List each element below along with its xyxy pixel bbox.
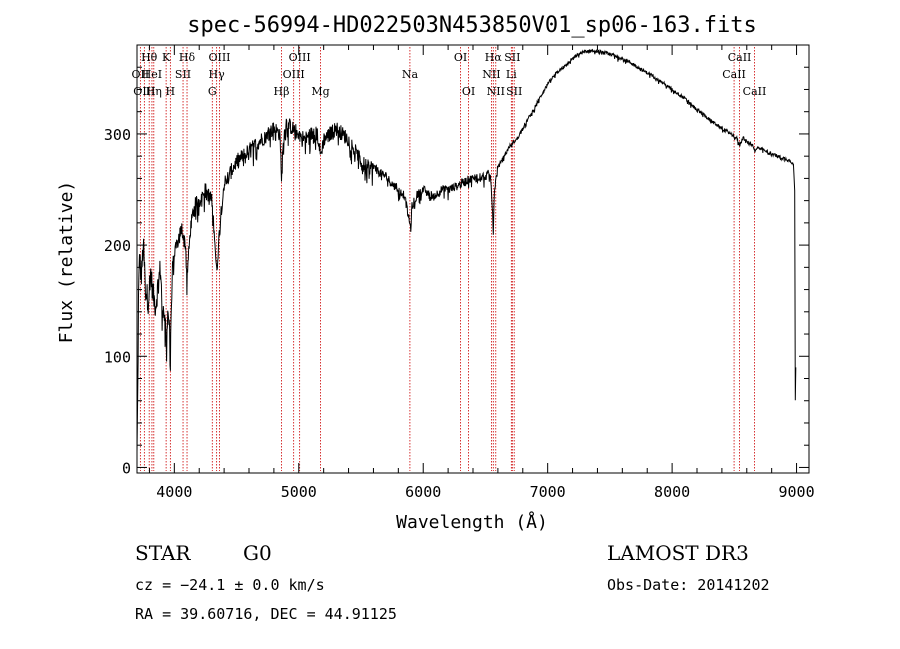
x-tick-label: 5000 — [281, 483, 317, 501]
spectral-line-label: CaII — [743, 85, 767, 98]
plot-frame — [136, 44, 810, 474]
spectral-line-label: H — [166, 85, 176, 98]
y-tick-label: 200 — [104, 237, 131, 255]
spectral-line-label: OIII — [283, 68, 305, 81]
chart-title: spec-56994-HD022503N453850V01_sp06-163.f… — [187, 13, 757, 38]
spectral-line-labels: OII Hθ OIII HeI Hη K H SII Hδ G Hγ OIII Hβ OIII OIII Mg… — [132, 51, 767, 98]
spectral-line-label: CaII — [728, 51, 752, 64]
spectral-line-label: HeI — [142, 68, 162, 81]
spectral-line-label: OII — [132, 68, 150, 81]
x-tick-label: 4000 — [156, 483, 192, 501]
spectral-line-label: CaII — [722, 68, 746, 81]
spectral-line-label: OIII — [133, 85, 155, 98]
spectral-line-markers — [139, 47, 755, 471]
x-tick-label: 8000 — [654, 483, 690, 501]
spectral-line-label: SII — [506, 85, 522, 98]
redshift-velocity: cz = −24.1 ± 0.0 km/s — [135, 576, 325, 594]
y-tick-label: 0 — [122, 459, 131, 477]
spectral-line-label: SII — [504, 51, 520, 64]
spectral-line-label: Hα — [485, 51, 503, 64]
x-tick-label: 6000 — [405, 483, 441, 501]
x-tick-label: 9000 — [778, 483, 814, 501]
spectral-line-label: NII — [482, 68, 500, 81]
spectral-line-label: Mg — [311, 85, 329, 98]
spectral-line-label: OIII — [289, 51, 311, 64]
y-axis-label: Flux (relative) — [56, 181, 77, 344]
spectral-line-label: Hβ — [274, 85, 290, 98]
spectral-line-label: K — [162, 51, 171, 64]
flux-series-line — [136, 48, 797, 453]
x-axis-label: Wavelength (Å) — [396, 511, 548, 533]
object-subclass: G0 — [243, 541, 272, 565]
x-tick-label: 7000 — [530, 483, 566, 501]
spectral-line-label: Hη — [146, 85, 162, 98]
y-tick-label: 100 — [104, 348, 131, 366]
coordinates: RA = 39.60716, DEC = 44.91125 — [135, 605, 397, 623]
spectral-line-label: Hδ — [179, 51, 196, 64]
spectral-line-label: Hθ — [141, 51, 158, 64]
survey-name: LAMOST DR3 — [607, 541, 749, 565]
spectral-line-label: Hγ — [209, 68, 226, 81]
observation-date: Obs-Date: 20141202 — [607, 576, 770, 594]
spectral-line-label: OI — [454, 51, 467, 64]
axis-ticks: 4000 5000 6000 7000 8000 9000 0 100 200 300 — [104, 45, 815, 501]
object-class: STAR — [135, 541, 191, 565]
spectral-line-label: NII — [487, 85, 505, 98]
spectral-line-label: OIII — [208, 51, 230, 64]
spectral-line-label: Na — [402, 68, 419, 81]
spectral-line-label: SII — [175, 68, 191, 81]
spectral-line-label: OI — [462, 85, 475, 98]
y-tick-label: 300 — [104, 126, 131, 144]
spectral-line-label: G — [208, 85, 217, 98]
spectral-line-label: Li — [506, 68, 517, 81]
